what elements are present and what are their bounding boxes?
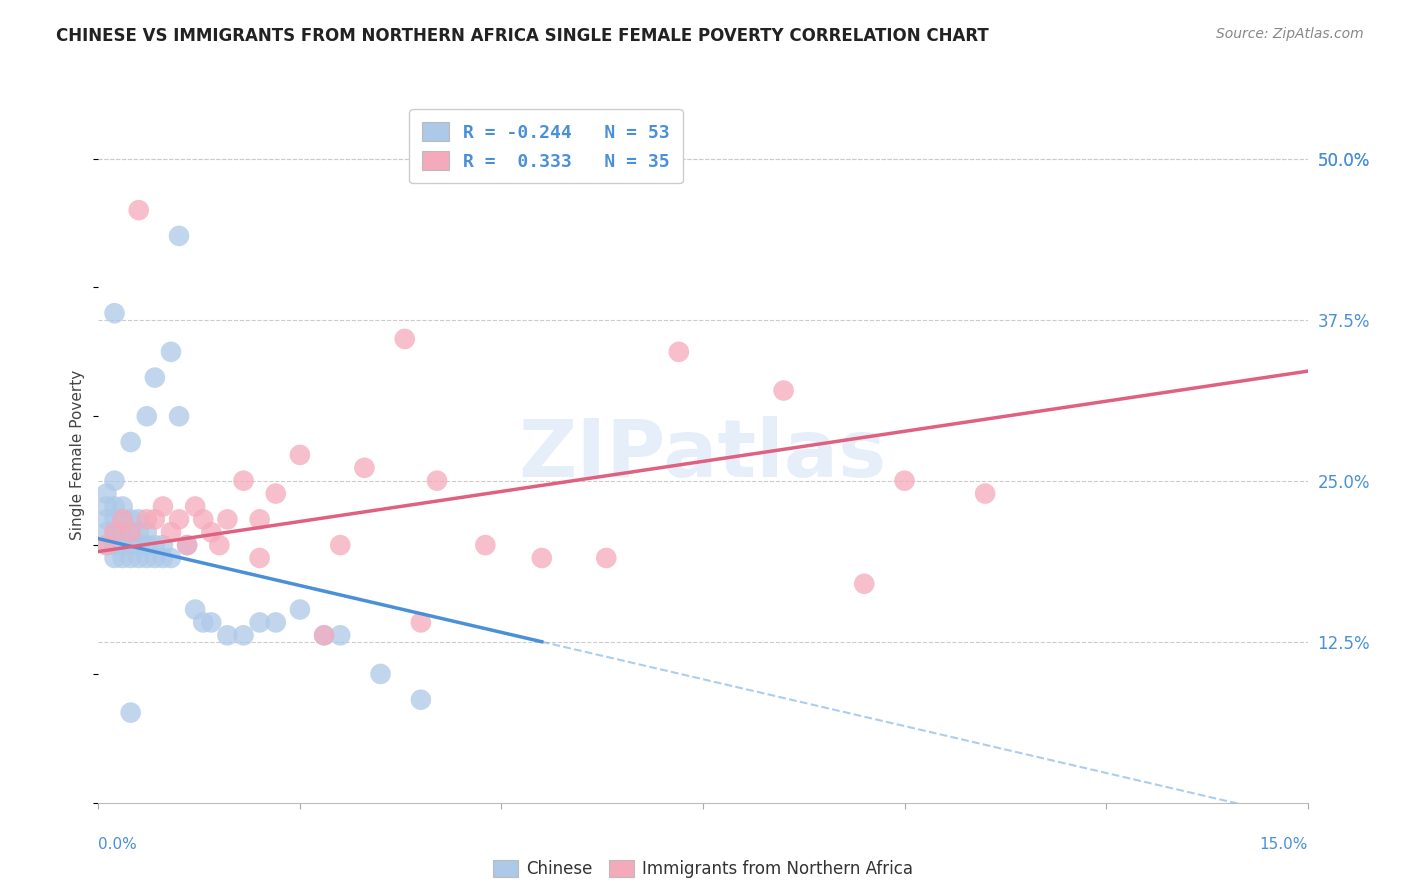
Point: [103, 512, 125, 526]
Point: [120, 525, 142, 540]
Point: [193, 512, 215, 526]
Point: [193, 615, 215, 630]
Point: [893, 474, 915, 488]
Point: [120, 435, 142, 450]
Point: [103, 538, 125, 552]
Point: [264, 615, 287, 630]
Point: [426, 474, 449, 488]
Point: [103, 525, 125, 540]
Point: [111, 500, 134, 514]
Point: [103, 551, 125, 566]
Point: [530, 551, 553, 566]
Point: [96, 538, 118, 552]
Point: [135, 525, 157, 540]
Text: ZIPatlas: ZIPatlas: [519, 416, 887, 494]
Point: [135, 551, 157, 566]
Point: [120, 538, 142, 552]
Point: [314, 628, 336, 642]
Point: [595, 551, 617, 566]
Point: [103, 474, 125, 488]
Point: [103, 525, 125, 540]
Point: [128, 203, 150, 218]
Point: [668, 344, 690, 359]
Point: [217, 628, 239, 642]
Point: [143, 538, 166, 552]
Point: [208, 538, 231, 552]
Point: [353, 460, 375, 475]
Text: 15.0%: 15.0%: [1260, 837, 1308, 852]
Point: [128, 551, 150, 566]
Point: [772, 384, 794, 398]
Point: [329, 538, 352, 552]
Point: [143, 370, 166, 384]
Point: [120, 551, 142, 566]
Point: [111, 551, 134, 566]
Point: [96, 486, 118, 500]
Point: [111, 538, 134, 552]
Point: [853, 576, 876, 591]
Point: [232, 628, 254, 642]
Point: [96, 538, 118, 552]
Point: [167, 228, 190, 243]
Point: [184, 500, 207, 514]
Point: [128, 538, 150, 552]
Point: [152, 538, 174, 552]
Point: [974, 486, 997, 500]
Point: [111, 512, 134, 526]
Point: [288, 448, 311, 462]
Point: [96, 512, 118, 526]
Point: [167, 409, 190, 424]
Point: [249, 615, 271, 630]
Point: [111, 525, 134, 540]
Point: [329, 628, 352, 642]
Point: [103, 500, 125, 514]
Point: [288, 602, 311, 616]
Point: [249, 551, 271, 566]
Point: [143, 512, 166, 526]
Point: [152, 551, 174, 566]
Text: CHINESE VS IMMIGRANTS FROM NORTHERN AFRICA SINGLE FEMALE POVERTY CORRELATION CHA: CHINESE VS IMMIGRANTS FROM NORTHERN AFRI…: [56, 27, 988, 45]
Point: [370, 667, 392, 681]
Point: [111, 512, 134, 526]
Point: [135, 538, 157, 552]
Point: [217, 512, 239, 526]
Point: [232, 474, 254, 488]
Point: [184, 602, 207, 616]
Point: [120, 706, 142, 720]
Legend: Chinese, Immigrants from Northern Africa: Chinese, Immigrants from Northern Africa: [486, 854, 920, 885]
Point: [474, 538, 496, 552]
Point: [409, 615, 432, 630]
Point: [135, 409, 157, 424]
Point: [409, 692, 432, 706]
Point: [160, 344, 183, 359]
Point: [176, 538, 198, 552]
Point: [394, 332, 416, 346]
Point: [96, 525, 118, 540]
Point: [264, 486, 287, 500]
Point: [135, 512, 157, 526]
Point: [96, 500, 118, 514]
Point: [200, 525, 222, 540]
Text: 0.0%: 0.0%: [98, 837, 138, 852]
Point: [160, 551, 183, 566]
Point: [128, 525, 150, 540]
Point: [176, 538, 198, 552]
Point: [128, 512, 150, 526]
Point: [120, 512, 142, 526]
Y-axis label: Single Female Poverty: Single Female Poverty: [70, 370, 86, 540]
Point: [152, 500, 174, 514]
Point: [249, 512, 271, 526]
Point: [120, 525, 142, 540]
Point: [200, 615, 222, 630]
Point: [103, 306, 125, 320]
Point: [167, 512, 190, 526]
Text: Source: ZipAtlas.com: Source: ZipAtlas.com: [1216, 27, 1364, 41]
Point: [314, 628, 336, 642]
Point: [143, 551, 166, 566]
Point: [160, 525, 183, 540]
